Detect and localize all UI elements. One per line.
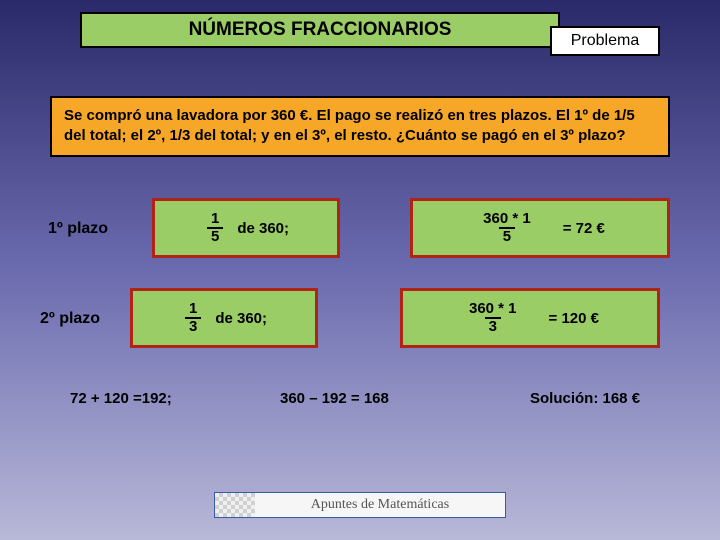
row2-fraction: 1 3: [185, 301, 201, 336]
row1-calc-num: 360 * 1: [479, 211, 535, 228]
row2-frac-den: 3: [185, 317, 201, 336]
row1-frac-num: 1: [207, 211, 223, 228]
footer-text: Apuntes de Matemáticas: [255, 493, 505, 517]
row1-calc-box: 360 * 1 5 = 72 €: [410, 198, 670, 258]
row2-fraction-box: 1 3 de 360;: [130, 288, 318, 348]
row1-fraction-box: 1 5 de 360;: [152, 198, 340, 258]
row2-calc-fraction: 360 * 1 3: [465, 301, 521, 336]
row1-result: = 72 €: [563, 220, 605, 237]
row2-label: 2º plazo: [40, 310, 100, 328]
row1-calc-fraction: 360 * 1 5: [479, 211, 535, 246]
row2-calc-num: 360 * 1: [465, 301, 521, 318]
page-title: NÚMEROS FRACCIONARIOS: [80, 12, 560, 48]
row2-frac-num: 1: [185, 301, 201, 318]
bottom-solution: Solución: 168 €: [530, 390, 640, 407]
bottom-sum: 72 + 120 =192;: [70, 390, 172, 407]
row2-frac-tail: de 360;: [215, 310, 267, 327]
bottom-diff: 360 – 192 = 168: [280, 390, 389, 407]
row1-frac-tail: de 360;: [237, 220, 289, 237]
row1-calc-den: 5: [499, 227, 515, 246]
footer-pattern-icon: [215, 493, 255, 517]
problem-tag: Problema: [550, 26, 660, 56]
row1-fraction: 1 5: [207, 211, 223, 246]
problem-statement: Se compró una lavadora por 360 €. El pag…: [50, 96, 670, 157]
row2-calc-den: 3: [485, 317, 501, 336]
row1-label: 1º plazo: [48, 220, 108, 238]
row1-frac-den: 5: [207, 227, 223, 246]
row2-result: = 120 €: [549, 310, 599, 327]
row2-calc-box: 360 * 1 3 = 120 €: [400, 288, 660, 348]
footer-banner: Apuntes de Matemáticas: [214, 492, 506, 518]
